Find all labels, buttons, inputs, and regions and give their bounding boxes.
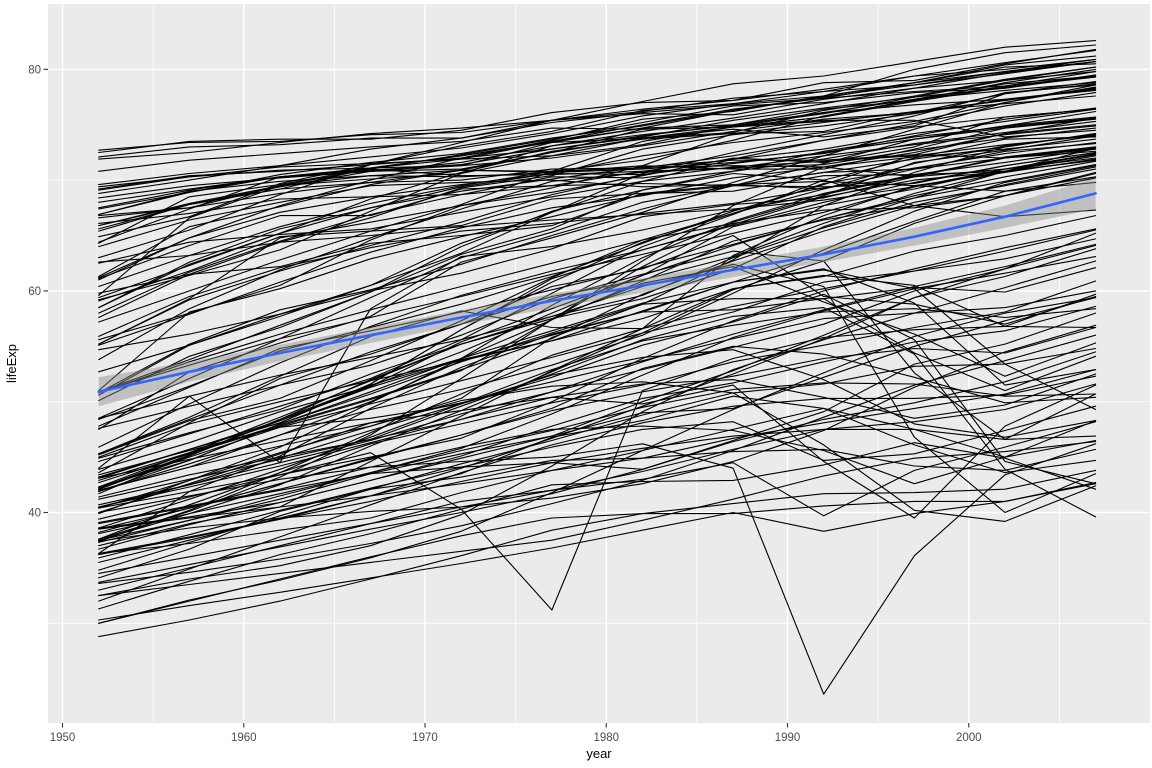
x-axis-tick-label: 1970 xyxy=(412,732,438,744)
country-line xyxy=(98,83,1097,244)
x-axis-tick-label: 1980 xyxy=(593,732,619,744)
country-line xyxy=(98,263,1097,514)
country-line xyxy=(98,157,1097,337)
country-line xyxy=(98,159,1097,474)
country-line xyxy=(98,267,1097,555)
x-axis-tick-label: 1960 xyxy=(231,732,257,744)
country-line xyxy=(98,48,1097,154)
country-line xyxy=(98,256,1097,543)
country-line xyxy=(98,108,1097,224)
country-line xyxy=(98,117,1097,393)
country-line xyxy=(98,232,1097,506)
country-line xyxy=(98,215,1097,489)
country-line xyxy=(98,469,1097,638)
country-line xyxy=(98,66,1097,188)
country-line xyxy=(98,483,1097,621)
country-line xyxy=(98,86,1097,309)
country-line xyxy=(98,428,1097,555)
country-line xyxy=(98,136,1097,463)
country-line xyxy=(98,40,1097,259)
country-line xyxy=(98,171,1097,541)
y-axis-title: lifeExp xyxy=(4,344,19,383)
country-line xyxy=(98,84,1097,430)
country-line xyxy=(98,172,1097,402)
country-line xyxy=(98,373,1097,500)
country-line xyxy=(98,442,1097,610)
country-line xyxy=(98,168,1097,459)
country-line xyxy=(98,58,1097,160)
y-axis-tick-label: 60 xyxy=(28,286,41,298)
y-axis-tick-label: 40 xyxy=(28,508,41,520)
x-axis-tick-label: 1950 xyxy=(50,732,76,744)
country-line xyxy=(98,407,1097,555)
country-line xyxy=(98,382,1097,535)
country-line xyxy=(98,61,1097,210)
country-line xyxy=(98,297,1097,550)
country-line xyxy=(98,383,1097,574)
country-line xyxy=(98,421,1097,591)
country-line xyxy=(98,120,1097,264)
country-line xyxy=(98,71,1097,158)
country-line xyxy=(98,61,1097,232)
country-line xyxy=(98,324,1097,542)
country-line xyxy=(98,117,1097,540)
country-line xyxy=(98,44,1097,281)
country-line xyxy=(98,58,1097,238)
country-line xyxy=(98,308,1097,529)
country-line xyxy=(98,369,1097,579)
smooth-trend-line xyxy=(97,192,1097,394)
country-line xyxy=(98,375,1097,602)
country-line xyxy=(98,110,1097,394)
country-line xyxy=(98,443,1097,695)
x-axis-title: year xyxy=(586,746,612,761)
country-line xyxy=(98,290,1097,479)
country-line xyxy=(98,84,1097,351)
country-line xyxy=(98,274,1097,547)
country-line xyxy=(98,107,1097,216)
country-line xyxy=(98,269,1097,458)
country-line xyxy=(98,260,1097,597)
country-line xyxy=(98,243,1097,508)
country-line xyxy=(98,155,1097,448)
country-line xyxy=(98,141,1097,478)
country-line xyxy=(98,148,1097,392)
country-line xyxy=(98,172,1097,394)
country-line xyxy=(98,384,1097,519)
y-axis-tick-label: 80 xyxy=(28,64,41,76)
country-line xyxy=(98,441,1097,597)
country-line xyxy=(98,133,1097,509)
country-line xyxy=(98,147,1097,488)
country-line xyxy=(98,68,1097,288)
country-line xyxy=(98,347,1097,571)
country-line xyxy=(98,95,1097,341)
country-line xyxy=(98,108,1097,373)
country-line xyxy=(98,305,1097,529)
country-line xyxy=(98,133,1097,419)
x-axis-tick-label: 1990 xyxy=(775,732,801,744)
country-line xyxy=(98,138,1097,346)
country-line xyxy=(98,297,1097,624)
country-line xyxy=(98,234,1097,455)
country-line xyxy=(98,148,1097,515)
country-line xyxy=(98,293,1097,611)
country-line xyxy=(98,49,1097,186)
country-line xyxy=(98,250,1097,440)
x-axis-tick-label: 2000 xyxy=(956,732,982,744)
country-line xyxy=(98,268,1097,495)
country-line xyxy=(98,158,1097,455)
country-line xyxy=(98,180,1097,302)
country-line xyxy=(98,482,1097,624)
country-line xyxy=(98,293,1097,490)
country-line xyxy=(98,381,1097,522)
country-line xyxy=(98,307,1097,518)
